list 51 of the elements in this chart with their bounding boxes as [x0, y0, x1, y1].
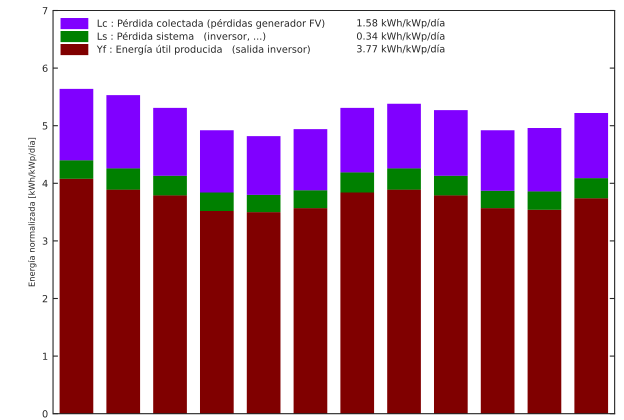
- y-tick-label: 3: [42, 237, 48, 245]
- bar: [246, 212, 280, 414]
- bar: [294, 190, 328, 208]
- y-axis-title: Energía normalizada [kWh/kWp/día]: [28, 138, 36, 286]
- bar: [528, 191, 562, 210]
- bar: [106, 95, 140, 168]
- y-tick-label: 4: [42, 180, 48, 187]
- bar: [574, 198, 608, 414]
- annotation: 0.34 kWh/kWp/día: [356, 32, 444, 42]
- legend-label: Ls : Pérdida sistema (inversor, ...): [98, 32, 266, 41]
- bar: [528, 210, 562, 414]
- bar: [294, 129, 328, 190]
- annotation: 1.58 kWh/kWp/día: [357, 18, 444, 28]
- bar: [340, 108, 374, 172]
- bar: [60, 88, 94, 160]
- bar: [434, 195, 468, 414]
- bar: [153, 108, 187, 176]
- bar: [480, 190, 514, 208]
- y-tick-label: 2: [42, 294, 48, 302]
- bar: [434, 110, 468, 176]
- bar: [200, 192, 234, 211]
- bar: [574, 113, 608, 178]
- bar: [106, 190, 140, 414]
- bar: [106, 168, 140, 190]
- bar: [60, 160, 94, 179]
- y-tick-label: 0: [42, 410, 48, 418]
- bar: [294, 208, 328, 414]
- bar: [246, 136, 280, 195]
- legend-label: Yf : Energía útil producida (salida inversor): [96, 44, 310, 55]
- bar: [387, 190, 421, 414]
- y-tick-label: 1: [43, 352, 48, 360]
- bar: [153, 176, 187, 196]
- bar: [387, 168, 421, 190]
- bar: [60, 178, 94, 414]
- legend-label: Lc : Pérdida colectada (pérdidas generador FV): [98, 18, 324, 29]
- y-tick-label: 7: [42, 7, 48, 14]
- bar: [480, 208, 514, 414]
- y-tick-label: 5: [42, 122, 48, 130]
- bar: [200, 210, 234, 414]
- bar: [480, 130, 514, 191]
- bar: [387, 104, 421, 168]
- bar: [574, 178, 608, 198]
- bar: [340, 192, 374, 414]
- bar: [200, 130, 234, 193]
- bar: [246, 194, 280, 212]
- bar: [153, 195, 187, 414]
- bar: [528, 128, 562, 192]
- bar: [434, 176, 468, 196]
- annotation: 3.77 kWh/kWp/día: [357, 44, 444, 54]
- y-tick-label: 6: [42, 64, 48, 72]
- bar: [340, 172, 374, 193]
